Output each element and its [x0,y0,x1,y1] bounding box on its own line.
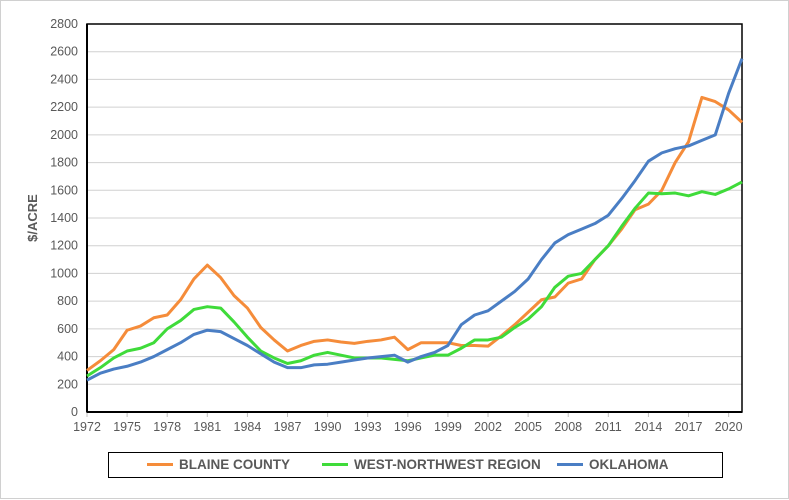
x-tick-label: 1999 [434,420,462,434]
legend-item-blaine-county: BLAINE COUNTY [147,457,290,472]
legend-label-wnw: WEST-NORTHWEST REGION [354,457,541,472]
legend-item-oklahoma: OKLAHOMA [557,457,669,472]
x-tick-label: 1972 [73,420,101,434]
series-line-blaine-county [86,95,744,372]
y-tick-label: 2600 [50,45,78,59]
x-tick-label: 1990 [314,420,342,434]
series-line-oklahoma [86,58,744,382]
x-tick-label: 2005 [514,420,542,434]
y-tick-label: 400 [57,350,78,364]
x-tick-label: 1996 [394,420,422,434]
x-tick-label: 1984 [234,420,262,434]
x-tick-label: 1978 [153,420,181,434]
y-tick-label: 200 [57,377,78,391]
legend: BLAINE COUNTY WEST-NORTHWEST REGION OKLA… [108,452,723,478]
x-tick-label: 2008 [554,420,582,434]
legend-label-blaine: BLAINE COUNTY [179,457,290,472]
y-tick-label: 1800 [50,156,78,170]
y-tick-label: 1600 [50,183,78,197]
x-tick-label: 2014 [635,420,663,434]
y-tick-label: 600 [57,322,78,336]
y-tick-label: 2200 [50,100,78,114]
x-tick-label: 2020 [715,420,743,434]
x-tick-label: 1975 [113,420,141,434]
y-tick-label: 2800 [50,17,78,31]
y-tick-label: 1000 [50,266,78,280]
legend-swatch-oklahoma [557,463,583,466]
x-tick-label: 2002 [474,420,502,434]
y-tick-label: 1400 [50,211,78,225]
x-tick-label: 2017 [675,420,703,434]
x-tick-label: 1981 [193,420,221,434]
y-tick-label: 1200 [50,239,78,253]
legend-swatch-blaine [147,463,173,466]
x-tick-label: 2011 [595,420,622,434]
x-tick-label: 1987 [274,420,302,434]
y-tick-label: 0 [71,405,78,419]
y-tick-label: 2400 [50,72,78,86]
x-tick-label: 1993 [354,420,382,434]
legend-swatch-wnw [322,463,348,466]
legend-label-oklahoma: OKLAHOMA [589,457,669,472]
y-axis-label: $/ACRE [25,194,40,242]
y-tick-label: 2000 [50,128,78,142]
y-tick-label: 800 [57,294,78,308]
legend-item-west-northwest: WEST-NORTHWEST REGION [322,457,541,472]
